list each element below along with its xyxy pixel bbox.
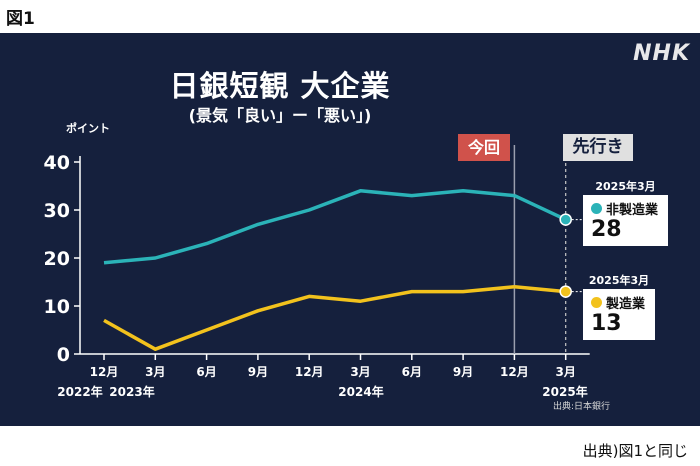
chart-source: 出典:日本銀行 (552, 402, 610, 412)
series-line (103, 189, 515, 265)
callout-period: 2025年3月 (583, 179, 668, 195)
x-tick-label: 3月 (145, 365, 165, 379)
year-label: 2022年 (57, 384, 102, 399)
y-tick-label: 10 (44, 296, 70, 318)
nhk-logo: NHK (633, 41, 690, 66)
callout-manufacturing: 2025年3月 製造業 13 (583, 273, 655, 340)
yellow-dot-icon (591, 297, 602, 308)
x-tick-label: 9月 (248, 365, 268, 379)
callout-series-name: 製造業 (606, 297, 646, 312)
teal-dot-icon (591, 203, 602, 214)
callout-value: 13 (591, 311, 622, 336)
x-tick-label: 12月 (295, 365, 324, 379)
x-tick-label: 3月 (556, 365, 576, 379)
x-tick-label: 12月 (500, 365, 529, 379)
year-label: 2023年 (109, 384, 154, 399)
forecast-point (559, 285, 572, 298)
callout-value: 28 (591, 217, 622, 242)
forecast-point (559, 213, 572, 226)
year-label: 2025年 (542, 384, 587, 399)
chart-panel: 0 10 20 30 40 12月 3月 6月 9月 12月 3月 6月 9月 12月 3月 2022年 202… (0, 33, 700, 426)
chart-subtitle: (景気「良い」ー「悪い」) (188, 106, 372, 125)
chart-svg: 0 10 20 30 40 12月 3月 6月 9月 12月 3月 6月 9月 12月 3月 2022年 202… (44, 145, 590, 399)
bottom-source: 出典)図1と同じ (582, 442, 688, 460)
x-tick-label: 3月 (350, 365, 370, 379)
series-line-forecast (513, 194, 567, 222)
x-tick-label: 6月 (196, 365, 216, 379)
y-tick-label: 40 (44, 152, 70, 174)
callout-period: 2025年3月 (583, 273, 655, 289)
current-tag: 今回 (458, 134, 510, 161)
y-axis-unit: ポイント (66, 122, 110, 135)
series-line (103, 285, 515, 351)
year-label: 2024年 (338, 384, 383, 399)
chart-title: 日銀短観 大企業 (169, 69, 391, 103)
y-tick-label: 20 (44, 248, 70, 270)
series-line-forecast (514, 285, 566, 294)
callout-series-name: 非製造業 (606, 203, 659, 218)
callout-non-manufacturing: 2025年3月 非製造業 28 (583, 179, 668, 246)
y-tick-label: 30 (44, 200, 70, 222)
x-tick-label: 6月 (402, 365, 422, 379)
x-tick-label: 9月 (453, 365, 473, 379)
y-tick-label: 0 (57, 344, 70, 366)
x-tick-label: 12月 (90, 365, 119, 379)
forecast-tag: 先行き (563, 134, 633, 161)
figure-label: 図1 (6, 9, 35, 29)
